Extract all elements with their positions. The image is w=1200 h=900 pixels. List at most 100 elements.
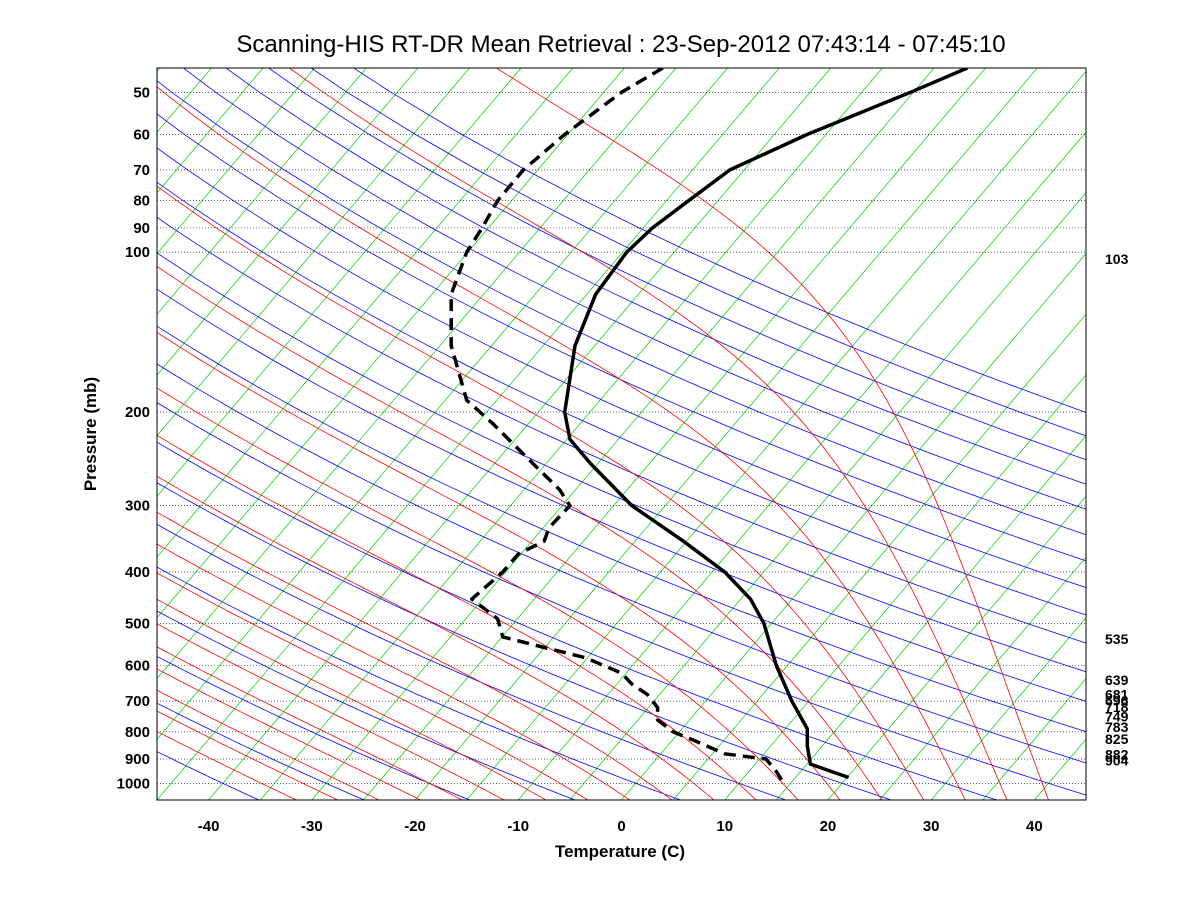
dry-adiabat-line — [225, 68, 1086, 485]
x-tick-label: -20 — [404, 818, 426, 835]
x-axis-ticks: -40 -30 -20 -10 0 10 20 30 40 — [198, 818, 1043, 835]
x-tick-label: 0 — [617, 818, 625, 835]
y-axis-ticks: 50 60 70 80 90 100 200 300 400 500 600 700 800 900 100… — [117, 84, 150, 792]
dry-adiabat-line — [157, 325, 1086, 733]
isotherm-line — [157, 68, 470, 437]
isotherm-line — [157, 68, 625, 619]
y-tick-label: 100 — [125, 244, 150, 261]
moist-adiabat-line — [157, 689, 380, 800]
x-tick-label: 20 — [820, 818, 837, 835]
isotherm-line — [982, 678, 1086, 800]
dry-adiabat-line — [310, 68, 1086, 437]
y-tick-label: 600 — [125, 657, 150, 674]
isotherm-line — [157, 68, 367, 315]
isotherm-line — [621, 252, 1086, 800]
dry-adiabat-line — [182, 68, 1086, 510]
moist-adiabat-line — [157, 265, 883, 800]
background-lines — [0, 68, 1200, 800]
dry-adiabat-line — [157, 216, 1086, 644]
dry-adiabat-line — [157, 402, 1086, 796]
isotherm-line — [157, 68, 419, 376]
y-tick-label: 90 — [133, 220, 150, 237]
isotherm-line — [672, 313, 1086, 800]
x-tick-label: 10 — [716, 818, 733, 835]
moist-adiabat-line — [157, 185, 925, 800]
moist-adiabat-line — [495, 68, 1049, 800]
right-side-label: 535 — [1105, 631, 1129, 647]
y-tick-label: 70 — [133, 162, 150, 179]
x-tick-label: 40 — [1026, 818, 1043, 835]
isotherm-line — [1085, 799, 1086, 800]
y-tick-label: 800 — [125, 724, 150, 741]
isotherm-line — [724, 374, 1086, 800]
right-side-label: 749 — [1105, 709, 1129, 725]
moist-adiabat-line — [157, 646, 464, 800]
right-side-label: 783 — [1105, 719, 1129, 735]
dry-adiabat-line — [157, 147, 1086, 588]
pressure-grid — [157, 92, 1086, 784]
right-side-label: 103 — [1105, 251, 1129, 267]
moist-adiabat-line — [157, 331, 841, 800]
moist-adiabat-line — [157, 511, 673, 800]
dry-adiabat-line — [157, 751, 260, 800]
dry-adiabat-line — [157, 181, 1086, 616]
x-axis-label: Temperature (C) — [555, 842, 685, 861]
moist-adiabat-line — [157, 387, 799, 800]
dry-adiabat-line — [157, 566, 682, 800]
dry-adiabat-line — [157, 523, 787, 800]
y-tick-label: 400 — [125, 564, 150, 581]
moist-adiabat-line — [157, 475, 715, 800]
isotherm-line — [466, 70, 1086, 800]
dry-adiabat-line — [157, 482, 893, 800]
x-tick-label: -10 — [507, 818, 529, 835]
isotherm-line — [0, 68, 5, 800]
isotherm-line — [0, 68, 57, 800]
isotherm-line — [157, 68, 780, 800]
moist-adiabat-line — [157, 731, 298, 800]
moist-adiabat-line — [157, 623, 505, 800]
dashed-profile-line — [449, 68, 783, 781]
plot-frame — [156, 67, 1087, 801]
x-tick-label: -30 — [301, 818, 323, 835]
isotherm-line — [208, 68, 832, 800]
dry-adiabat-line — [157, 252, 1086, 673]
isotherm-line — [157, 68, 212, 133]
moist-adiabat-line — [157, 86, 966, 800]
isotherm-line — [569, 192, 1086, 800]
y-tick-label: 500 — [125, 615, 150, 632]
isotherm-line — [827, 495, 1086, 800]
dry-adiabat-line — [157, 113, 1086, 562]
isotherm-line — [414, 68, 1038, 800]
dry-adiabat-line — [157, 441, 998, 800]
y-axis-label: Pressure (mb) — [81, 377, 100, 491]
y-tick-label: 80 — [133, 193, 150, 210]
right-side-label: 718 — [1105, 699, 1129, 715]
right-side-label: 825 — [1105, 731, 1129, 747]
isotherm-line — [879, 556, 1086, 800]
isotherm-line — [776, 435, 1086, 800]
right-side-label: 696 — [1105, 693, 1129, 709]
dry-adiabat-line — [157, 610, 577, 800]
y-tick-label: 700 — [125, 693, 150, 710]
x-tick-label: 30 — [923, 818, 940, 835]
dry-adiabat-line — [157, 655, 471, 800]
isotherm-line — [518, 131, 1086, 800]
profile-series — [449, 68, 968, 781]
moist-adiabat-line — [157, 710, 339, 800]
moist-adiabat-line — [157, 572, 589, 800]
y-tick-label: 200 — [125, 404, 150, 421]
moist-adiabat-line — [288, 68, 1008, 800]
dry-adiabat-line — [157, 80, 1086, 536]
y-tick-label: 60 — [133, 126, 150, 143]
moist-adiabat-line — [157, 668, 422, 800]
solid-profile-line — [562, 68, 968, 780]
y-tick-label: 1000 — [117, 775, 150, 792]
isotherm-line — [1189, 68, 1200, 800]
isotherm-line — [311, 68, 935, 800]
x-tick-label: -40 — [198, 818, 220, 835]
dry-adiabat-line — [267, 68, 1086, 461]
right-side-label: 681 — [1105, 687, 1129, 703]
right-side-label: 639 — [1105, 672, 1129, 688]
right-side-label: 882 — [1105, 746, 1129, 762]
